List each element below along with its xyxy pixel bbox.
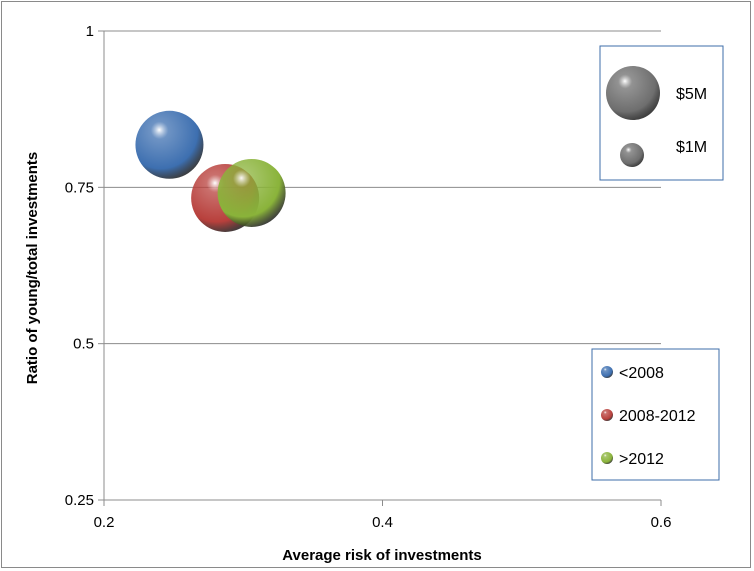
size-legend: $5M $1M (599, 45, 724, 181)
bubble-3 (217, 158, 286, 227)
y-axis-title: Ratio of young/total investments (24, 152, 41, 385)
bubbles (135, 110, 286, 232)
y-tick-label: 0.25 (65, 492, 94, 509)
legend-label-1: <2008 (619, 365, 664, 382)
x-tick-label: 0.2 (94, 514, 115, 531)
x-tick-label: 0.6 (651, 514, 672, 531)
x-axis-title: Average risk of investments (282, 547, 482, 564)
size-legend-label-large: $5M (676, 86, 707, 103)
legend-label-3: >2012 (619, 451, 664, 468)
plot-area: 0.25 0.5 0.75 1 0.2 0.4 0.6 (65, 23, 672, 531)
x-tick-label: 0.4 (372, 514, 393, 531)
size-legend-bubble-large (606, 66, 660, 120)
size-legend-label-small: $1M (676, 139, 707, 156)
legend-marker-2 (601, 409, 613, 421)
y-tick-label: 0.75 (65, 179, 94, 196)
legend-marker-3 (601, 452, 613, 464)
size-legend-bubble-small (620, 143, 644, 167)
y-tick-label: 1 (86, 23, 94, 40)
legend-label-2: 2008-2012 (619, 408, 696, 425)
bubble-1 (135, 110, 204, 179)
legend-marker-1 (601, 366, 613, 378)
y-tick-label: 0.5 (73, 336, 94, 353)
series-legend: <2008 2008-2012 >2012 (591, 348, 720, 481)
